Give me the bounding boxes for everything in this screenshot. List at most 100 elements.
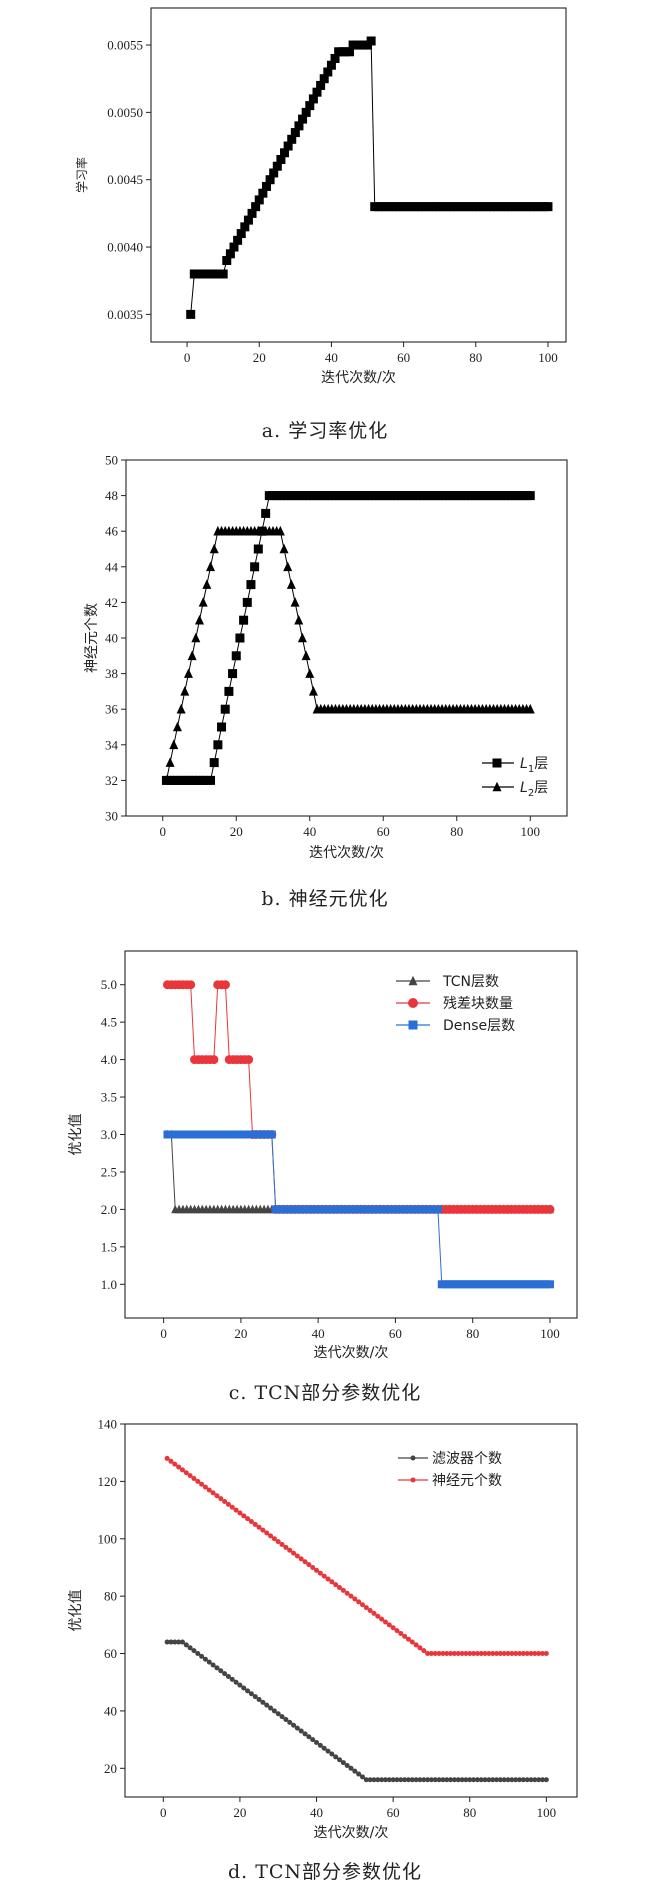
data-point bbox=[280, 148, 290, 158]
data-point bbox=[463, 1651, 469, 1657]
data-point bbox=[337, 1757, 343, 1763]
data-point bbox=[195, 1651, 201, 1657]
y-tick-label: 3.5 bbox=[101, 1090, 117, 1105]
legend-marker bbox=[408, 975, 418, 986]
x-tick-label: 40 bbox=[312, 1326, 325, 1341]
data-point bbox=[323, 67, 333, 77]
data-point bbox=[258, 188, 268, 198]
data-point bbox=[356, 1771, 362, 1777]
x-axis-label: 迭代次数/次 bbox=[314, 1345, 389, 1361]
data-point bbox=[536, 1777, 542, 1783]
data-point bbox=[245, 1688, 251, 1694]
data-point bbox=[317, 1570, 323, 1576]
y-tick-label: 0.0045 bbox=[107, 172, 143, 187]
data-point bbox=[202, 1656, 208, 1662]
data-point bbox=[222, 1671, 228, 1677]
data-point bbox=[287, 1547, 293, 1553]
data-point bbox=[240, 222, 250, 232]
data-point bbox=[440, 1651, 446, 1657]
legend-marker bbox=[410, 1477, 416, 1483]
legend-marker bbox=[408, 1020, 418, 1030]
data-point bbox=[191, 1476, 197, 1482]
data-point bbox=[222, 256, 232, 266]
x-tick-label: 60 bbox=[397, 350, 410, 365]
data-point bbox=[366, 36, 376, 46]
data-point bbox=[298, 1728, 304, 1734]
data-point bbox=[206, 1487, 212, 1493]
data-point bbox=[195, 1478, 201, 1484]
legend-label: L1层 bbox=[520, 756, 548, 775]
data-point bbox=[344, 1590, 350, 1596]
data-point bbox=[390, 1625, 396, 1631]
legend-marker bbox=[408, 998, 418, 1008]
data-point bbox=[161, 775, 171, 785]
data-point bbox=[359, 1774, 365, 1780]
legend-label: Dense层数 bbox=[443, 1018, 515, 1034]
data-point bbox=[179, 1639, 185, 1645]
data-point bbox=[186, 980, 196, 990]
data-point bbox=[283, 141, 293, 151]
x-tick-label: 20 bbox=[234, 1326, 247, 1341]
data-point bbox=[302, 1559, 308, 1565]
legend-marker bbox=[492, 758, 502, 768]
data-point bbox=[501, 1651, 507, 1657]
legend-label: 残差块数量 bbox=[443, 996, 513, 1012]
data-point bbox=[528, 1651, 534, 1657]
data-point bbox=[169, 739, 179, 750]
data-point bbox=[308, 686, 318, 696]
y-tick-label: 48 bbox=[105, 488, 118, 503]
data-point bbox=[375, 1777, 381, 1783]
data-point bbox=[233, 1507, 239, 1513]
chart-c: 0 20 40 60 80 100 1.0 1.5 2.0 2.5 3.0 3.5 4.0 4.5 5.0 迭… bbox=[68, 950, 578, 1361]
x-tick-label: 60 bbox=[389, 1326, 402, 1341]
data-point bbox=[220, 704, 230, 714]
x-tick-label: 40 bbox=[310, 1805, 323, 1820]
y-tick-label: 40 bbox=[105, 631, 118, 646]
data-point bbox=[287, 1719, 293, 1725]
data-point bbox=[305, 668, 315, 678]
data-point bbox=[467, 1651, 473, 1657]
y-tick-label: 0.0055 bbox=[107, 38, 143, 53]
data-point bbox=[199, 1481, 205, 1487]
data-point bbox=[224, 686, 234, 696]
data-point bbox=[301, 650, 311, 661]
data-point bbox=[209, 758, 219, 768]
data-point bbox=[348, 1593, 354, 1599]
data-point bbox=[264, 1530, 270, 1536]
data-point bbox=[432, 1777, 438, 1783]
data-point bbox=[455, 1777, 461, 1783]
data-point bbox=[198, 597, 208, 607]
data-point bbox=[172, 721, 182, 732]
data-point bbox=[247, 208, 257, 218]
data-point bbox=[251, 202, 261, 212]
legend-marker bbox=[410, 1455, 416, 1461]
data-point bbox=[265, 175, 275, 185]
x-tick-label: 80 bbox=[466, 1326, 479, 1341]
y-tick-label: 140 bbox=[98, 1417, 118, 1432]
x-tick-label: 20 bbox=[230, 824, 243, 839]
data-point bbox=[319, 74, 329, 84]
data-point bbox=[314, 1567, 320, 1573]
data-point bbox=[543, 202, 553, 212]
data-point bbox=[252, 1521, 258, 1527]
legend-label: L2层 bbox=[520, 780, 548, 799]
data-point bbox=[233, 235, 243, 245]
x-tick-label: 0 bbox=[184, 350, 191, 365]
data-point bbox=[310, 1564, 316, 1570]
y-tick-label: 0.0035 bbox=[107, 307, 143, 322]
data-point bbox=[294, 1725, 300, 1731]
y-tick-label: 2.5 bbox=[101, 1164, 117, 1179]
data-point bbox=[229, 1504, 235, 1510]
x-tick-label: 60 bbox=[377, 824, 390, 839]
data-point bbox=[386, 1622, 392, 1628]
data-point bbox=[225, 1501, 231, 1507]
data-point bbox=[520, 1651, 526, 1657]
data-point bbox=[321, 1745, 327, 1751]
data-point bbox=[421, 1648, 427, 1654]
x-tick-label: 100 bbox=[537, 1805, 557, 1820]
x-tick-label: 40 bbox=[303, 824, 316, 839]
data-point bbox=[371, 1777, 377, 1783]
data-point bbox=[187, 1645, 193, 1651]
data-point bbox=[474, 1777, 480, 1783]
